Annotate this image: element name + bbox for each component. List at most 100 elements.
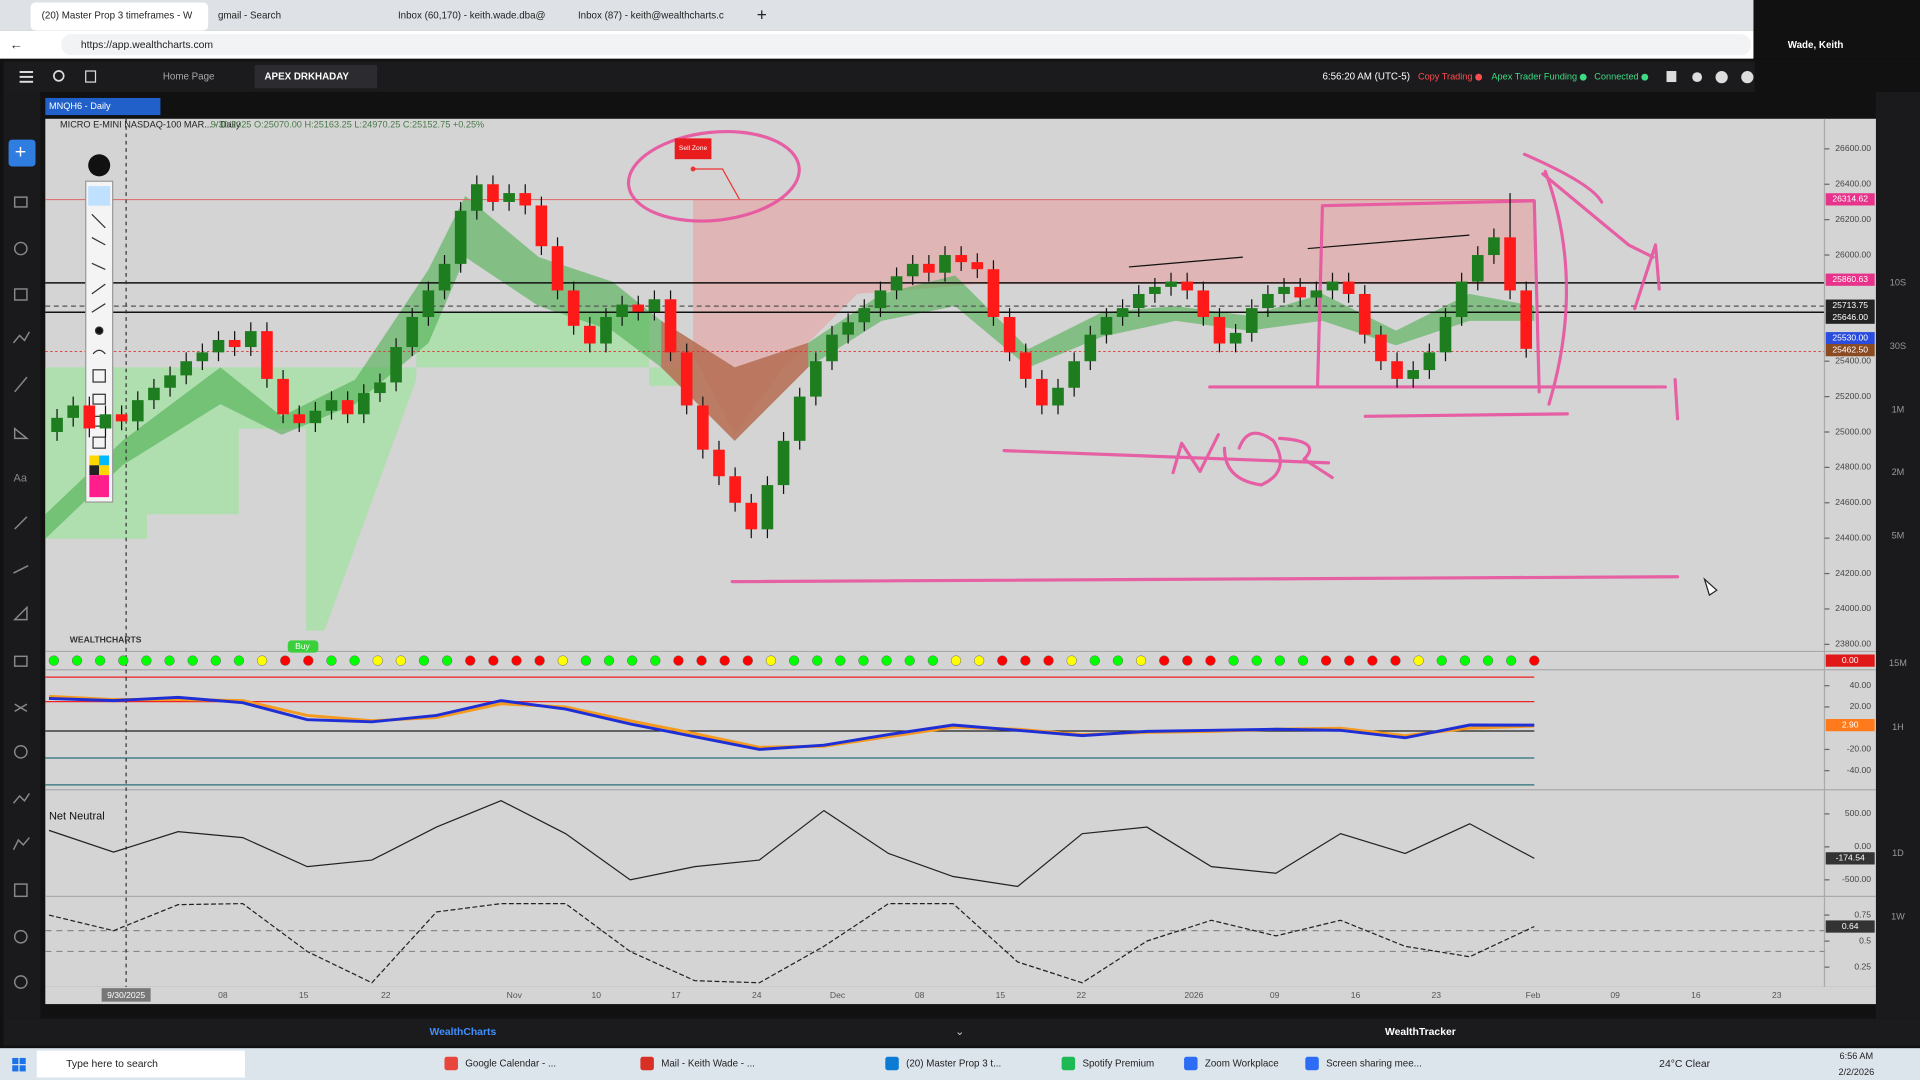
candle-body [1213,316,1226,344]
footer-link[interactable]: WealthTracker [1385,1027,1456,1038]
candle-body [1068,361,1080,388]
x-tick-label: 15 [299,990,309,1000]
url-field[interactable] [61,34,1752,56]
signal-dot [303,655,314,666]
price-tag-label: -174.54 [1836,853,1865,863]
footer-bar [3,1018,1920,1046]
signal-dot [1413,655,1424,666]
timeframe[interactable]: 5M [1892,531,1905,541]
taskbar-item[interactable]: Mail - Keith Wade - ... [661,1059,755,1070]
taskbar-item[interactable]: Spotify Premium [1082,1059,1154,1070]
y-tick-label: -500.00 [1842,874,1871,884]
candle-body [971,262,984,270]
url[interactable]: https://app.wealthcharts.com [81,40,213,51]
signal-dot [997,655,1008,666]
signal-dot [187,655,198,666]
y-tick-label: 24800.00 [1835,462,1871,472]
candle-body [196,352,209,362]
add-icon[interactable]: + [15,141,26,163]
timeframe[interactable]: 10S [1890,277,1906,287]
timeframe[interactable]: 1M [1892,405,1905,415]
search-text[interactable]: Type here to search [66,1059,158,1070]
price-tag-label: 25860.63 [1832,274,1868,284]
status: Connected [1594,72,1638,82]
y-tick-label: 24400.00 [1835,532,1871,542]
weather: 24°C Clear [1659,1059,1710,1070]
x-tick-label: 22 [1076,990,1086,1000]
text-tool[interactable]: Aa [13,473,27,485]
price-tag [1825,852,1875,865]
candle-body [1520,290,1533,349]
timeframe[interactable]: 1D [1892,848,1904,858]
back[interactable]: ← [10,37,23,52]
browser-tab[interactable]: (20) Master Prop 3 timeframes - W [42,11,193,22]
signal-dot [742,655,753,666]
signal-dot [141,655,152,666]
symbol-tab-label[interactable]: MNQH6 - Daily [49,101,111,111]
candle-body [1003,316,1016,353]
candle-body [923,263,935,273]
signal-dot [904,655,915,666]
y-tick-label: 40.00 [1850,680,1872,690]
signal-dot [1205,655,1216,666]
candle-body [761,485,774,530]
timeframe[interactable]: 1W [1891,912,1905,922]
app-tab[interactable]: Home Page [163,72,215,83]
active-app-tab[interactable] [254,64,378,89]
taskbar-item[interactable]: Zoom Workplace [1205,1059,1279,1070]
timeframe[interactable]: 2M [1892,467,1905,477]
timeframe[interactable]: 30S [1890,341,1906,351]
active-tab[interactable] [30,2,209,31]
taskbar-item[interactable]: Screen sharing mee... [1326,1059,1422,1070]
search-box[interactable] [36,1050,245,1078]
y-tick-label: -40.00 [1847,765,1872,775]
add-button[interactable] [8,139,36,167]
taskbar-item[interactable]: Google Calendar - ... [465,1059,556,1070]
user-name: Wade, Keith [1788,40,1844,51]
signal-dot [1436,655,1447,666]
timeframe[interactable]: 15M [1889,658,1907,668]
price-tag [1825,193,1875,206]
candle-body [1504,237,1516,291]
candle-body [939,255,951,273]
footer-link[interactable]: WealthCharts [429,1027,496,1038]
new-tab[interactable]: + [757,4,767,24]
taskbar-icon [1061,1056,1076,1071]
date-highlight [101,988,151,1002]
candle-body [1036,378,1048,406]
signal-dot [1459,655,1471,666]
timeframe[interactable]: 1H [1892,722,1904,732]
candle-body [777,440,790,486]
status-dot [1475,73,1483,81]
app-tab[interactable]: APEX DRKHADAY [264,72,349,83]
start-button[interactable] [12,1057,26,1072]
browser-tab[interactable]: Inbox (87) - keith@wealthcharts.c [578,11,724,22]
candle-body [471,184,483,211]
candle-body [1100,316,1113,335]
panel-title: Net Neutral [49,811,105,823]
signal-dot [534,655,545,666]
browser-tab[interactable]: gmail - Search [218,11,281,22]
candle-body [1019,352,1032,379]
candle-body [584,325,596,344]
collapse-footer[interactable]: ⌄ [955,1026,964,1038]
candle-body [729,476,741,503]
taskbar-item[interactable]: (20) Master Prop 3 t... [906,1059,1001,1070]
status-dot [1579,73,1587,81]
y-tick-label: 24600.00 [1835,497,1871,507]
candle-body [664,299,677,353]
browser-tab[interactable]: Inbox (60,170) - keith.wade.dba@ [398,11,546,22]
active-tool[interactable] [88,186,111,206]
signal-dot [1159,655,1170,666]
pin-tool[interactable] [88,154,111,177]
right-sidebar [1875,91,1920,1019]
candle-body [244,331,257,348]
candle-body [535,205,548,247]
candle-body [648,299,661,312]
price-tag [1825,344,1875,357]
signal-dot [1390,655,1401,666]
signal-dot [280,655,291,666]
symbol-tab[interactable] [45,97,161,116]
candle-body [228,339,241,348]
candle-body [567,290,580,326]
